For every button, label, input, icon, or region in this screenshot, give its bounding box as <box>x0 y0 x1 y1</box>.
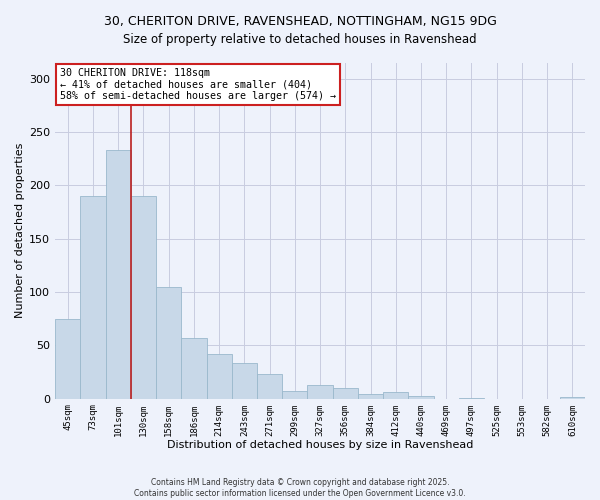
Bar <box>206 354 232 399</box>
Bar <box>383 392 409 398</box>
Y-axis label: Number of detached properties: Number of detached properties <box>15 143 25 318</box>
Bar <box>257 374 282 398</box>
Bar <box>131 196 156 398</box>
Bar <box>80 196 106 398</box>
Bar <box>282 392 307 398</box>
X-axis label: Distribution of detached houses by size in Ravenshead: Distribution of detached houses by size … <box>167 440 473 450</box>
Bar <box>307 385 332 398</box>
Bar <box>560 396 585 398</box>
Bar <box>332 388 358 398</box>
Bar <box>106 150 131 398</box>
Text: Size of property relative to detached houses in Ravenshead: Size of property relative to detached ho… <box>123 32 477 46</box>
Text: 30 CHERITON DRIVE: 118sqm
← 41% of detached houses are smaller (404)
58% of semi: 30 CHERITON DRIVE: 118sqm ← 41% of detac… <box>61 68 337 100</box>
Bar <box>358 394 383 398</box>
Text: 30, CHERITON DRIVE, RAVENSHEAD, NOTTINGHAM, NG15 9DG: 30, CHERITON DRIVE, RAVENSHEAD, NOTTINGH… <box>104 15 496 28</box>
Bar <box>232 364 257 398</box>
Bar <box>409 396 434 398</box>
Text: Contains HM Land Registry data © Crown copyright and database right 2025.
Contai: Contains HM Land Registry data © Crown c… <box>134 478 466 498</box>
Bar <box>181 338 206 398</box>
Bar <box>55 318 80 398</box>
Bar <box>156 286 181 399</box>
